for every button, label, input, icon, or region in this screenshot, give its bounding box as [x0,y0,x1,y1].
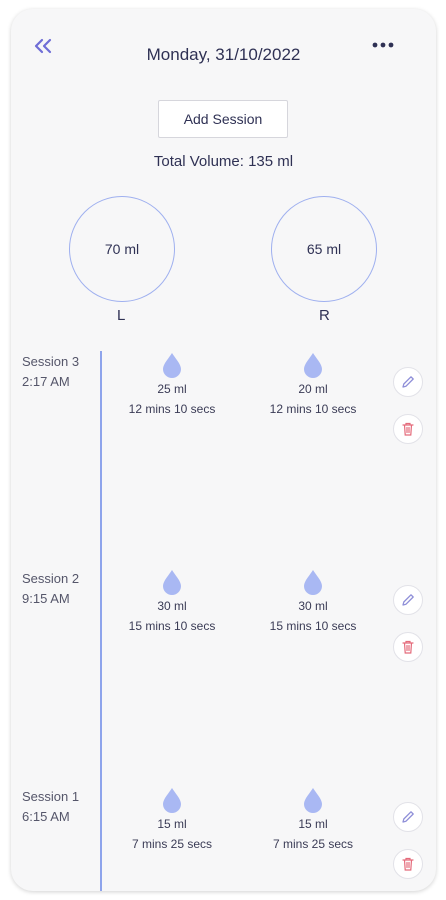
edit-session-button[interactable] [393,585,423,615]
left-duration: 15 mins 10 secs [128,619,216,633]
right-duration: 15 mins 10 secs [269,619,357,633]
drop-icon [304,353,322,378]
session-name: Session 1 [22,789,80,804]
session-time: 6:15 AM [22,809,70,824]
right-side-label: R [319,307,330,324]
edit-session-button[interactable] [393,802,423,832]
session-entry: Session 2 9:15 AM 30 ml 15 mins 10 secs … [11,569,436,669]
delete-session-button[interactable] [393,632,423,662]
left-side-entry: 30 ml 15 mins 10 secs [112,569,232,633]
session-time: 9:15 AM [22,591,70,606]
drop-icon [304,570,322,595]
right-side-entry: 30 ml 15 mins 10 secs [253,569,373,633]
session-entry: Session 3 2:17 AM 25 ml 12 mins 10 secs … [11,352,436,452]
add-session-button[interactable]: Add Session [158,100,288,138]
left-duration: 12 mins 10 secs [128,402,216,416]
right-side-total: 65 ml [271,196,377,302]
drop-icon [163,788,181,813]
delete-session-button[interactable] [393,849,423,879]
back-button[interactable] [33,37,55,55]
pencil-icon [402,376,414,388]
timeline-line [100,351,102,891]
pencil-icon [402,594,414,606]
drop-icon [163,353,181,378]
right-volume: 15 ml [298,817,328,831]
page-title: Monday, 31/10/2022 [146,45,301,64]
left-volume: 30 ml [157,599,187,613]
more-dots-icon [372,42,394,48]
left-duration: 7 mins 25 secs [131,837,213,851]
left-side-entry: 15 ml 7 mins 25 secs [112,787,232,851]
left-side-label: L [117,307,126,324]
right-volume: 20 ml [298,382,328,396]
drop-icon [304,788,322,813]
pencil-icon [402,811,414,823]
trash-icon [402,857,414,871]
delete-session-button[interactable] [393,414,423,444]
double-chevron-left-icon [34,38,52,54]
right-volume: 30 ml [298,599,328,613]
trash-icon [402,640,414,654]
left-side-total: 70 ml [69,196,175,302]
left-side-entry: 25 ml 12 mins 10 secs [112,352,232,416]
left-volume: 25 ml [157,382,187,396]
right-side-entry: 15 ml 7 mins 25 secs [253,787,373,851]
trash-icon [402,422,414,436]
session-time: 2:17 AM [22,374,70,389]
right-duration: 12 mins 10 secs [269,402,357,416]
session-entry: Session 1 6:15 AM 15 ml 7 mins 25 secs 1… [11,787,436,887]
session-name: Session 3 [22,354,80,369]
drop-icon [163,570,181,595]
more-options-button[interactable] [371,37,395,53]
session-log-card: Monday, 31/10/2022 Add Session Total Vol… [11,9,436,891]
total-volume: Total Volume: 135 ml [153,153,294,170]
left-volume: 15 ml [157,817,187,831]
right-side-entry: 20 ml 12 mins 10 secs [253,352,373,416]
edit-session-button[interactable] [393,367,423,397]
session-name: Session 2 [22,571,80,586]
right-duration: 7 mins 25 secs [272,837,354,851]
